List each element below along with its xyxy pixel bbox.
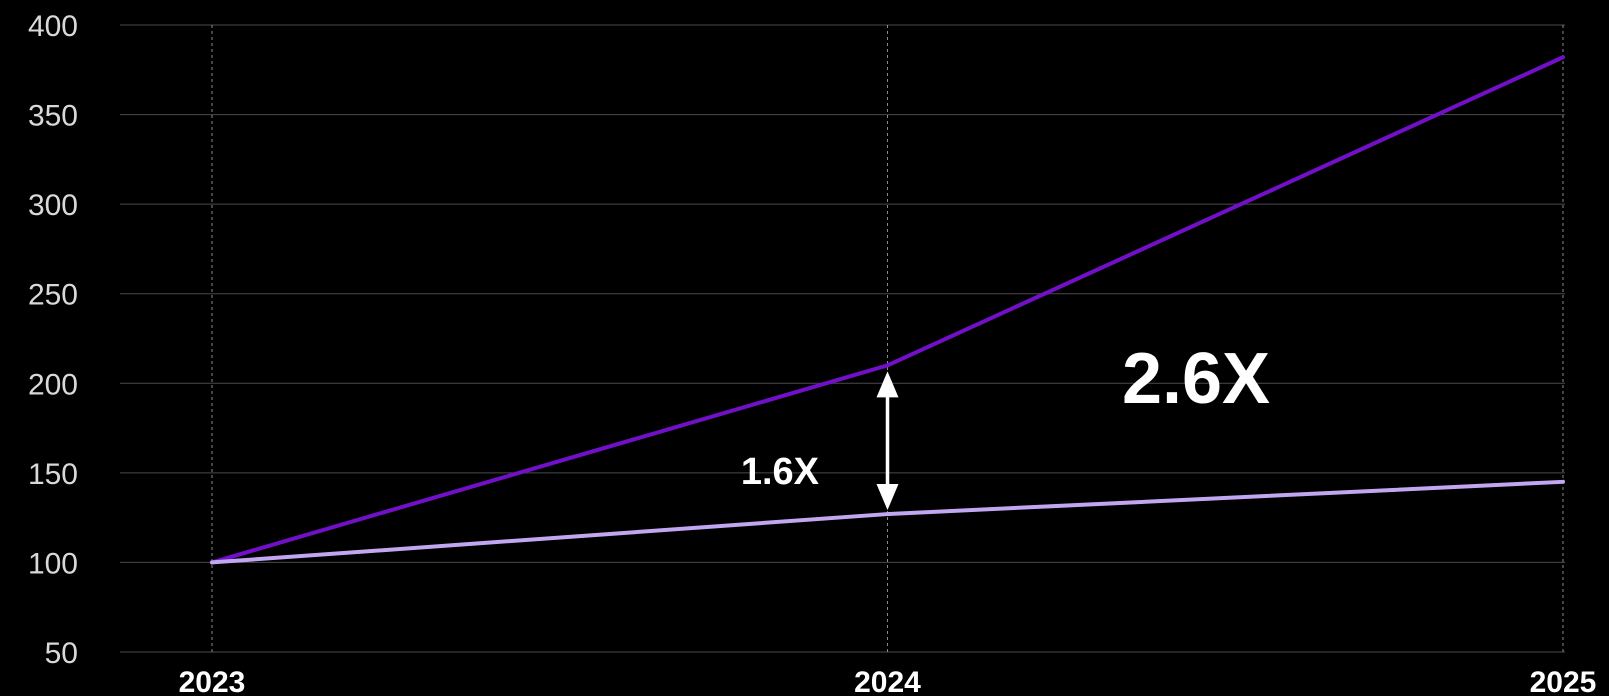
y-tick-label-250: 250	[28, 279, 78, 312]
y-tick-label-50: 50	[45, 637, 78, 670]
arrow-head-down	[876, 484, 899, 511]
gridlines	[120, 24, 1565, 653]
x-tick-label-2025: 2025	[1530, 666, 1597, 696]
y-tick-label-150: 150	[28, 458, 78, 491]
y-tick-label-200: 200	[28, 368, 78, 401]
x-tick-label-2023: 2023	[179, 666, 246, 696]
series-line-1	[210, 55, 1565, 565]
y-tick-label-350: 350	[28, 100, 78, 133]
series-lines	[210, 55, 1565, 565]
annotation-2-6x: 2.6X	[1122, 339, 1270, 419]
y-tick-label-100: 100	[28, 547, 78, 580]
x-tick-label-2024: 2024	[854, 666, 921, 696]
x-axis-ticks: 2023 2024 2025	[179, 666, 1597, 696]
ratio-arrow	[876, 371, 899, 511]
y-tick-label-300: 300	[28, 189, 78, 222]
arrow-head-up	[876, 371, 899, 398]
y-axis-ticks: 400 350 300 250 200 150 100 50	[28, 10, 78, 670]
y-tick-label-400: 400	[28, 10, 78, 43]
series-line-2	[210, 479, 1565, 565]
annotation-1-6x: 1.6X	[741, 451, 820, 493]
